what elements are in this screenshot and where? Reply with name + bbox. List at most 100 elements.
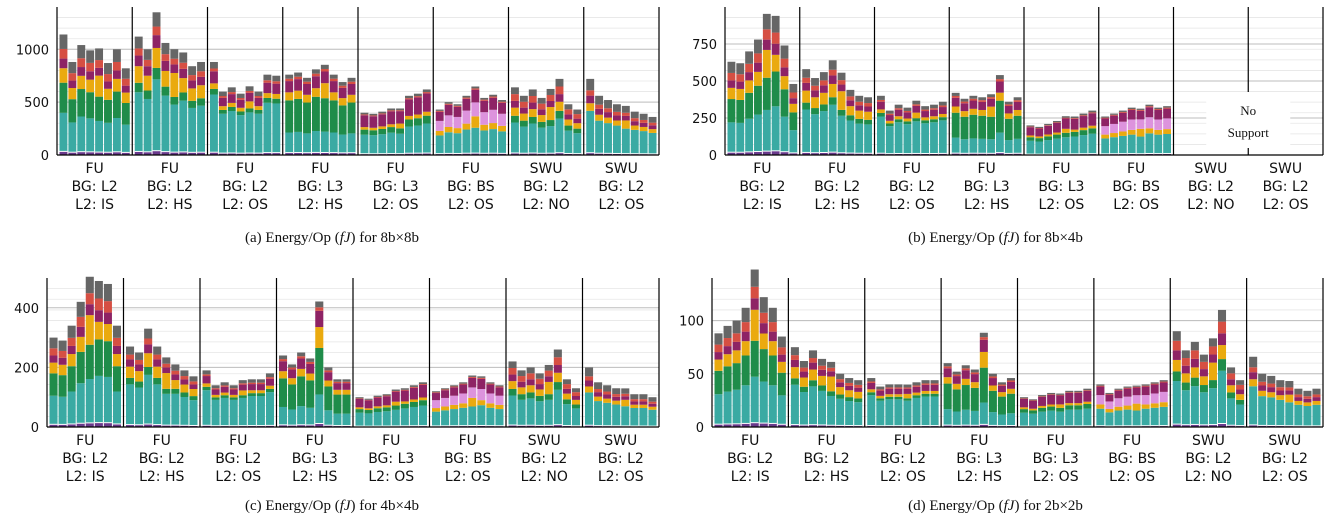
bar-segment-orange <box>315 327 324 348</box>
bar-segment-dark_gray <box>630 394 639 400</box>
bar-segment-orange <box>952 383 961 390</box>
bar-segment-red <box>373 396 382 398</box>
bar-segment-teal <box>714 394 723 425</box>
bar-segment-orange <box>732 350 741 364</box>
bar-segment-purple <box>528 153 537 155</box>
bar-segment-orange <box>1159 402 1168 407</box>
bar-segment-dark_green <box>564 125 573 131</box>
bar-segment-magenta <box>1172 350 1181 360</box>
bar-segment-orange <box>750 309 759 341</box>
bar-segment-dark_gray <box>1258 373 1267 382</box>
bar-segment-dark_gray <box>885 110 894 114</box>
bar-segment-orange <box>180 384 189 393</box>
bar-segment-dark_gray <box>338 82 347 86</box>
bar-segment-teal <box>780 116 789 152</box>
bar-segment-red <box>1056 394 1065 396</box>
bar-segment-red <box>288 367 297 370</box>
bar-segment-teal <box>526 398 535 426</box>
caption-a-prefix: (a) Energy/Op ( <box>245 230 340 246</box>
bar-segment-dark_gray <box>544 364 553 371</box>
bar-segment-teal <box>594 401 603 426</box>
bar-segment-pink <box>1163 118 1171 130</box>
bar-segment-teal <box>59 112 68 152</box>
bar-segment-purple <box>229 425 238 427</box>
bar-segment-dark_gray <box>405 95 413 99</box>
bar-segment-dark_gray <box>1110 113 1118 115</box>
bar-segment-dark_green <box>987 116 995 140</box>
bar-segment-red <box>912 385 921 387</box>
bar-segment-red <box>1145 106 1154 108</box>
bar-segment-orange <box>921 117 930 121</box>
bar-segment-orange <box>95 75 104 97</box>
bar-segment-orange <box>396 123 405 129</box>
bar-segment-dark_gray <box>639 113 648 120</box>
bar-segment-purple <box>1163 153 1171 155</box>
bar-segment-purple <box>126 424 135 427</box>
bar-segment-teal <box>1006 413 1015 426</box>
bar-segment-magenta <box>179 68 188 79</box>
bar-segment-magenta <box>741 331 750 342</box>
bar-segment-teal <box>1061 137 1070 154</box>
bar-segment-orange <box>528 109 537 117</box>
bar-segment-red <box>1217 321 1227 334</box>
bar-segment-magenta <box>780 67 789 77</box>
bar-segment-teal <box>104 122 112 153</box>
bar-segment-magenta <box>714 352 723 360</box>
bar-segment-dark_green <box>799 386 808 393</box>
bar-segment-purple <box>396 153 405 155</box>
bar-segment-orange <box>544 381 553 395</box>
chart-panel-b: 0 250 500 750 FU BG: L2 L2: IS FU BG: L2 L2: HS FU… <box>664 0 1327 261</box>
bar-segment-red <box>1114 389 1123 391</box>
bar-segment-dark_gray <box>1026 125 1035 127</box>
bar-segment-purple <box>297 424 306 427</box>
bar-segment-teal <box>441 410 450 426</box>
bar-segment-orange <box>754 71 762 86</box>
bar-segment-dark_green <box>202 386 211 391</box>
bar-segment-orange <box>1096 404 1105 409</box>
bar-segment-magenta <box>555 94 564 102</box>
bar-segment-dark_green <box>1088 128 1097 134</box>
bar-segment-red <box>489 96 498 98</box>
bar-segment-magenta <box>544 376 553 382</box>
bar-segment-magenta <box>1236 389 1245 395</box>
bar-segment-orange <box>877 109 885 113</box>
bar-segment-purple <box>921 153 930 155</box>
bar-segment-teal <box>347 133 356 153</box>
bar-segment-purple <box>818 424 827 427</box>
bar-segment-orange <box>526 385 535 393</box>
bar-segment-magenta <box>202 376 211 384</box>
bar-segment-teal <box>170 104 179 153</box>
bar-segment-red <box>811 85 819 91</box>
bar-segment-red <box>1110 114 1118 116</box>
bar-segment-red <box>771 32 780 44</box>
bar-segment-orange <box>903 118 912 122</box>
bar-segment-dark_green <box>76 351 85 384</box>
bar-segment-magenta <box>294 79 303 91</box>
bar-segment-magenta <box>1249 372 1258 380</box>
bar-segment-dark_gray <box>85 276 94 294</box>
bar-segment-red <box>855 101 864 106</box>
bar-segment-purple <box>837 152 846 155</box>
bar-segment-orange <box>144 353 153 368</box>
bar-segment-magenta <box>1110 115 1118 124</box>
bar-segment-teal <box>1096 408 1105 426</box>
bar-segment-dark_gray <box>546 88 555 95</box>
bar-segment-magenta <box>1101 118 1110 127</box>
bar-segment-dark_gray <box>854 380 863 385</box>
bar-segment-red <box>921 109 930 112</box>
bar-segment-magenta <box>894 109 903 117</box>
bar-segment-teal <box>67 391 76 424</box>
bar-segment-magenta <box>1006 381 1015 389</box>
bar-segment-dark_green <box>1070 131 1079 137</box>
bar-segment-teal <box>573 133 582 154</box>
group-label-type: SWU <box>530 161 563 177</box>
bar-segment-magenta <box>68 80 77 89</box>
bar-segment-teal <box>338 134 347 153</box>
bar-segment-dark_green <box>768 355 777 386</box>
bar-segment-orange <box>1056 404 1065 408</box>
bar-segment-purple <box>732 423 741 427</box>
bar-segment-teal <box>1145 133 1154 154</box>
bar-segment-teal <box>1035 141 1044 155</box>
bar-segment-red <box>1312 394 1321 398</box>
bar-segment-dark_gray <box>161 42 170 55</box>
